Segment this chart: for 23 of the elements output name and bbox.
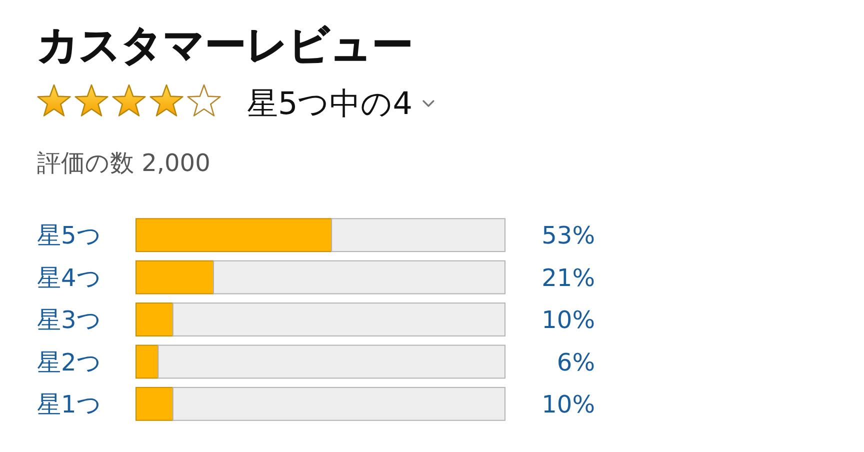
y-tick-label: 星1つ	[37, 390, 102, 419]
bar	[136, 344, 159, 379]
bar	[136, 218, 332, 252]
bar	[158, 344, 506, 379]
data-label: 53%	[542, 222, 595, 250]
data-label: 10%	[542, 306, 595, 334]
y-tick-label: 星4つ	[37, 264, 102, 292]
chart-title: カスタマーレビュー	[37, 21, 413, 69]
bar	[136, 302, 174, 336]
bar	[172, 302, 506, 336]
data-label: 21%	[542, 264, 595, 292]
text: 評価の数 2,000	[37, 149, 210, 177]
bar	[331, 218, 506, 252]
data-label: 6%	[556, 348, 595, 376]
bar	[136, 386, 174, 421]
bar	[136, 260, 214, 294]
y-tick-label: 星5つ	[37, 222, 102, 250]
y-tick-label: 星2つ	[37, 348, 102, 376]
bar	[212, 260, 506, 294]
y-tick-label: 星3つ	[37, 306, 102, 334]
bar	[172, 386, 506, 421]
data-label: 10%	[542, 390, 595, 419]
chart-subtitle: 星5つ中の4	[247, 86, 412, 122]
